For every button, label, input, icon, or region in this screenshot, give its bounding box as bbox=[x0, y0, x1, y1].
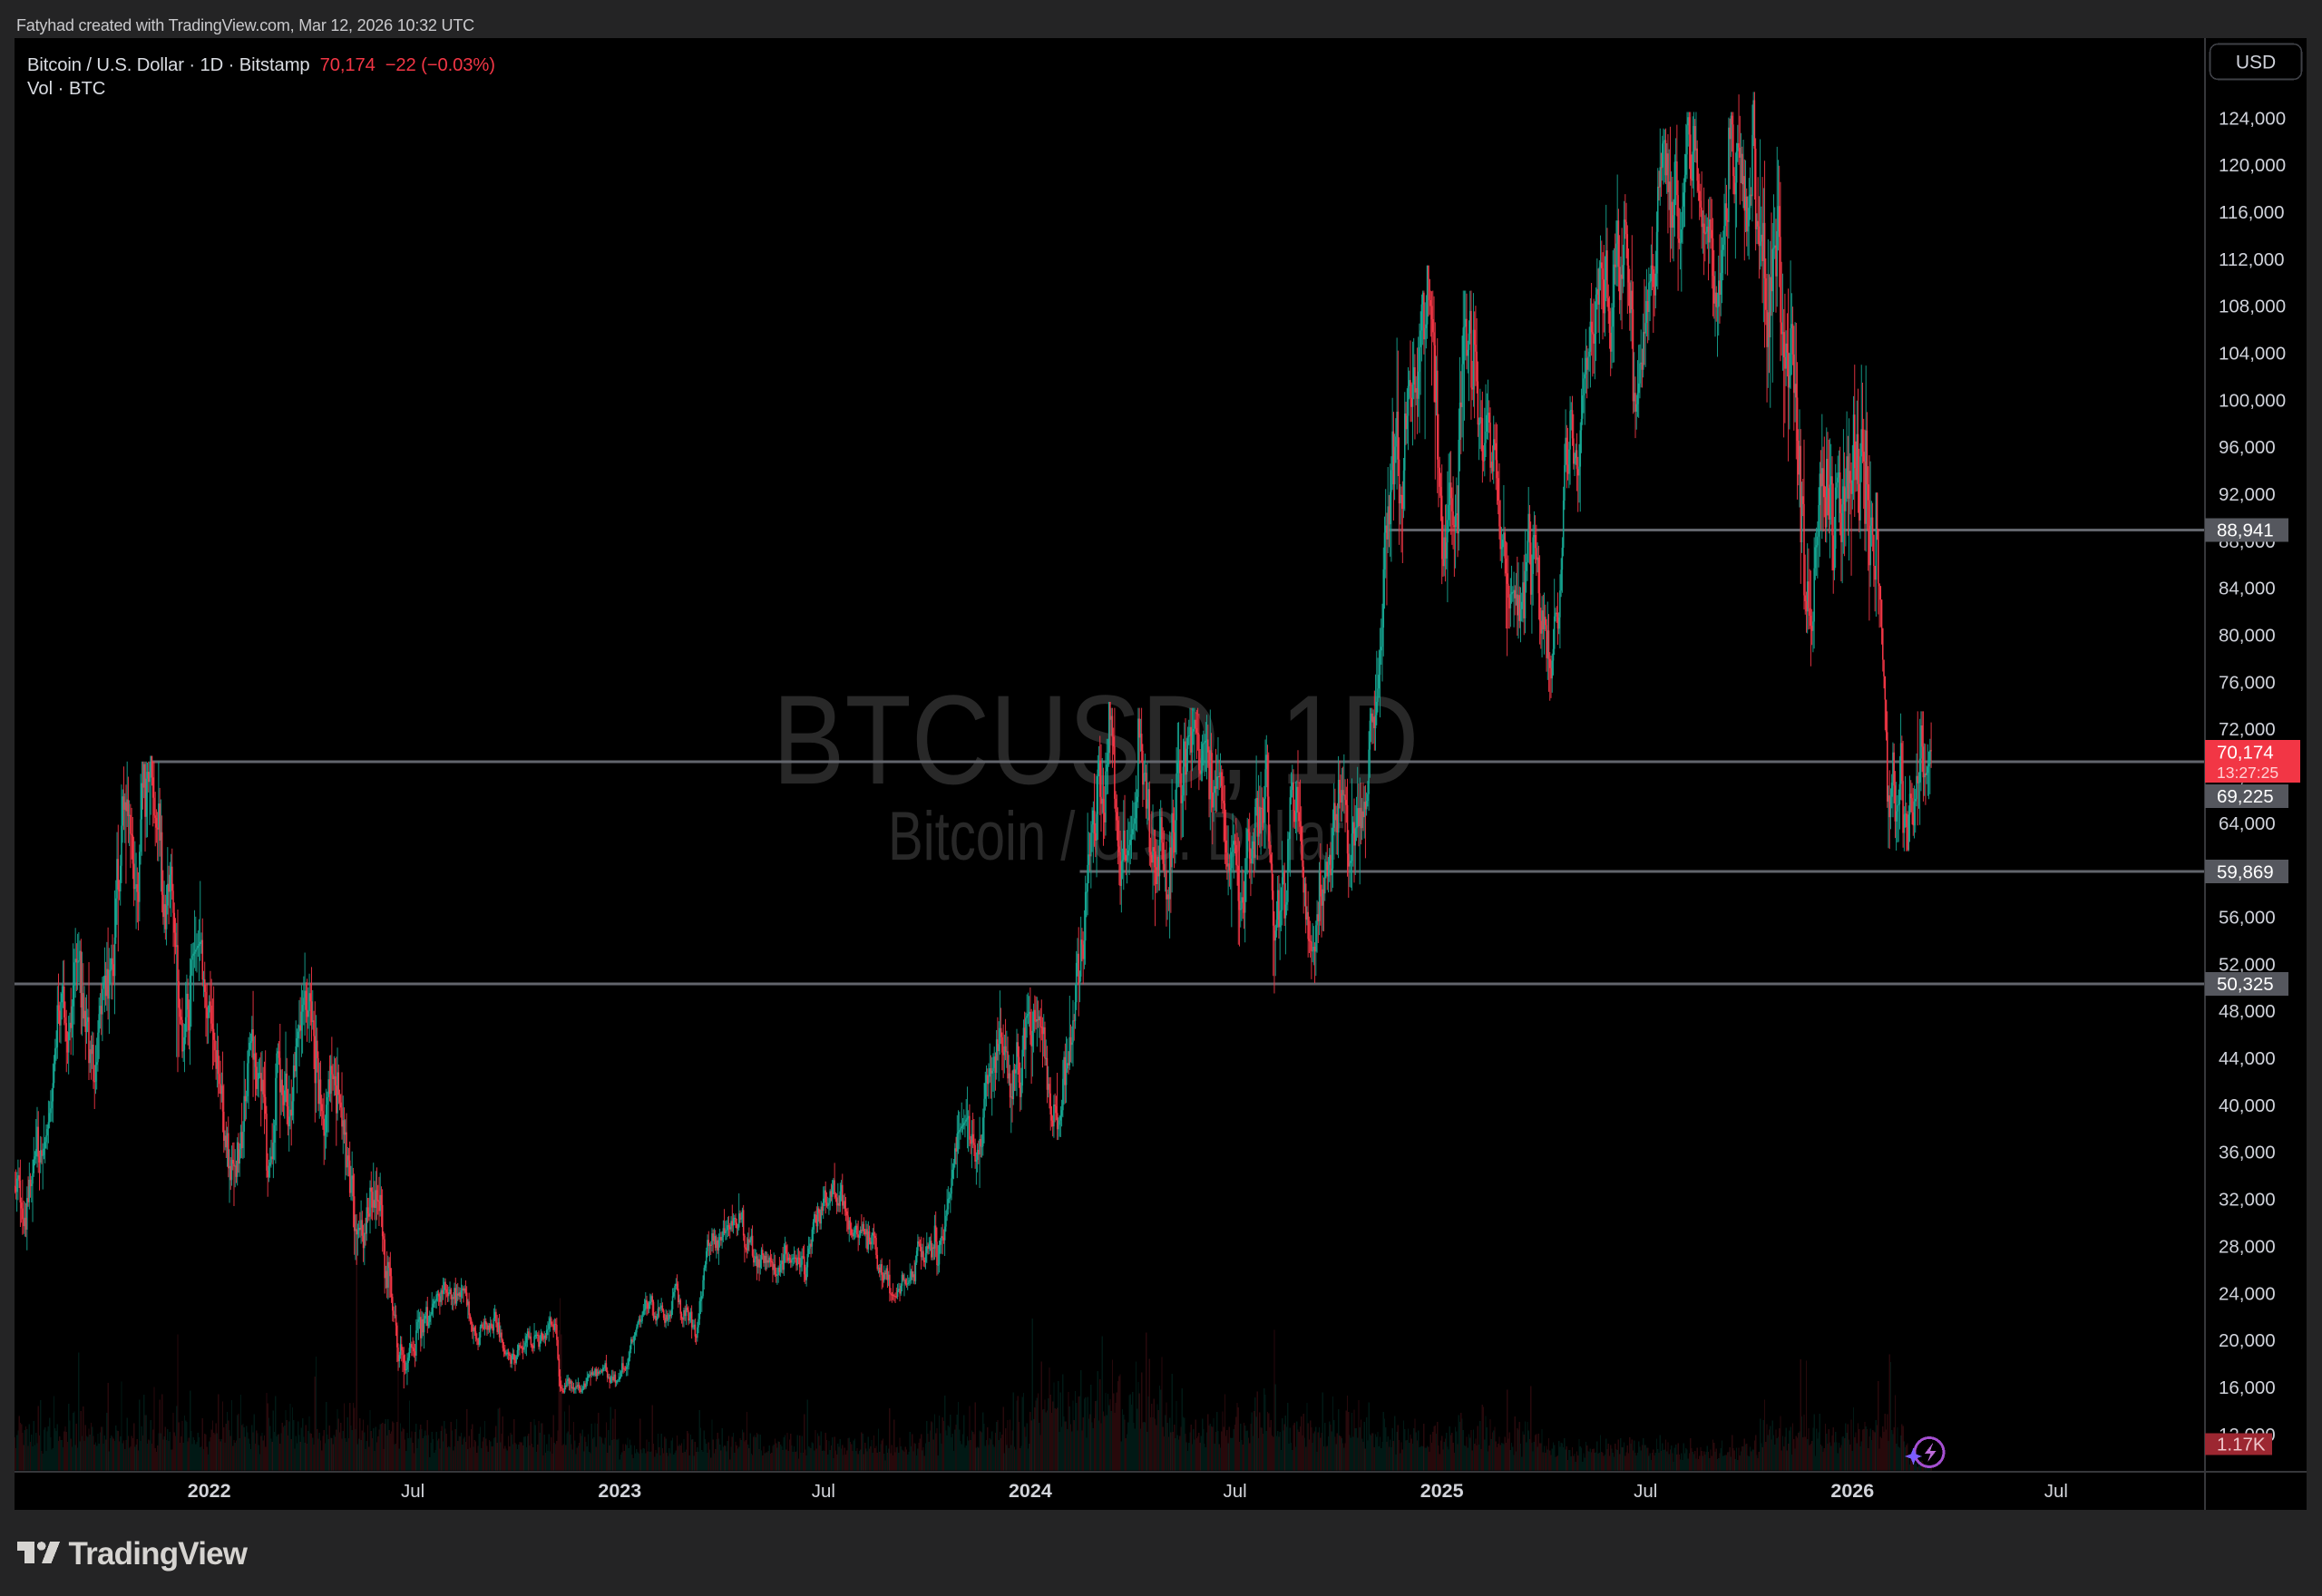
svg-text:104,000: 104,000 bbox=[2219, 344, 2286, 365]
svg-text:88,941: 88,941 bbox=[2217, 521, 2274, 541]
svg-text:108,000: 108,000 bbox=[2219, 297, 2286, 317]
svg-text:36,000: 36,000 bbox=[2219, 1143, 2276, 1163]
svg-text:112,000: 112,000 bbox=[2219, 249, 2285, 270]
svg-text:100,000: 100,000 bbox=[2219, 390, 2286, 411]
svg-text:2022: 2022 bbox=[188, 1480, 231, 1502]
svg-text:120,000: 120,000 bbox=[2219, 155, 2286, 176]
svg-text:64,000: 64,000 bbox=[2219, 813, 2276, 834]
svg-text:124,000: 124,000 bbox=[2219, 108, 2286, 129]
svg-text:72,000: 72,000 bbox=[2219, 719, 2276, 740]
svg-text:Jul: Jul bbox=[1634, 1481, 1657, 1502]
svg-text:2024: 2024 bbox=[1009, 1480, 1052, 1502]
svg-text:13:27:25: 13:27:25 bbox=[2217, 764, 2278, 782]
svg-text:59,869: 59,869 bbox=[2217, 861, 2274, 882]
svg-text:52,000: 52,000 bbox=[2219, 954, 2276, 975]
svg-text:84,000: 84,000 bbox=[2219, 579, 2276, 599]
svg-text:116,000: 116,000 bbox=[2219, 202, 2285, 223]
svg-text:BTCUSD, 1D: BTCUSD, 1D bbox=[773, 668, 1420, 811]
svg-text:Jul: Jul bbox=[401, 1481, 424, 1502]
svg-text:70,174: 70,174 bbox=[2217, 742, 2274, 763]
svg-text:69,225: 69,225 bbox=[2217, 786, 2274, 807]
svg-text:92,000: 92,000 bbox=[2219, 484, 2276, 505]
svg-text:28,000: 28,000 bbox=[2219, 1236, 2276, 1257]
svg-text:Jul: Jul bbox=[2044, 1481, 2068, 1502]
svg-text:2025: 2025 bbox=[1420, 1480, 1464, 1502]
svg-text:2023: 2023 bbox=[598, 1480, 641, 1502]
svg-text:16,000: 16,000 bbox=[2219, 1377, 2276, 1398]
svg-text:44,000: 44,000 bbox=[2219, 1048, 2276, 1069]
svg-text:TradingView: TradingView bbox=[69, 1536, 249, 1572]
svg-text:Jul: Jul bbox=[1223, 1481, 1246, 1502]
svg-text:20,000: 20,000 bbox=[2219, 1330, 2276, 1351]
svg-text:80,000: 80,000 bbox=[2219, 626, 2276, 647]
svg-text:Fatyhad created with TradingVi: Fatyhad created with TradingView.com, Ma… bbox=[16, 16, 474, 34]
svg-text:76,000: 76,000 bbox=[2219, 672, 2276, 693]
svg-text:48,000: 48,000 bbox=[2219, 1001, 2276, 1022]
svg-text:24,000: 24,000 bbox=[2219, 1283, 2276, 1304]
svg-text:1.17K: 1.17K bbox=[2217, 1435, 2266, 1455]
svg-text:32,000: 32,000 bbox=[2219, 1190, 2276, 1211]
svg-text:2026: 2026 bbox=[1830, 1480, 1874, 1502]
svg-text:56,000: 56,000 bbox=[2219, 908, 2276, 929]
svg-text:Bitcoin / U.S. Dollar · 1D · B: Bitcoin / U.S. Dollar · 1D · Bitstamp 70… bbox=[27, 55, 495, 75]
svg-text:40,000: 40,000 bbox=[2219, 1095, 2276, 1116]
svg-text:50,325: 50,325 bbox=[2217, 974, 2274, 995]
svg-text:Vol · BTC: Vol · BTC bbox=[27, 79, 105, 99]
svg-text:USD: USD bbox=[2236, 53, 2276, 73]
svg-text:96,000: 96,000 bbox=[2219, 437, 2276, 458]
svg-text:Jul: Jul bbox=[812, 1481, 835, 1502]
